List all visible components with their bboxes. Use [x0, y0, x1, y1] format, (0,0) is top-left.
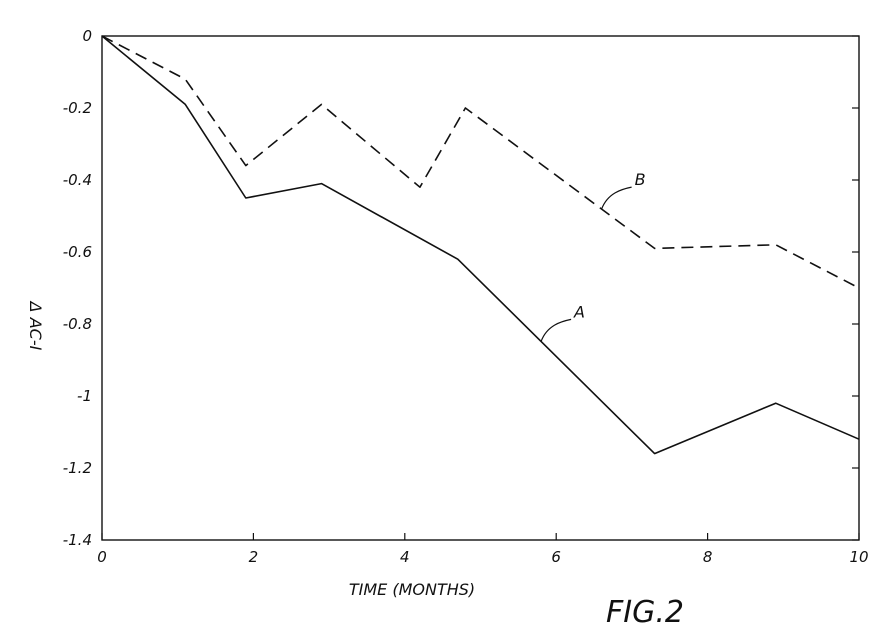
y-axis-title: Δ AC-I [26, 300, 45, 351]
y-tick-label: -0.6 [63, 243, 92, 261]
annotation-leader-a [541, 319, 571, 341]
x-axis-ticks: 0 2 4 6 8 10 [97, 533, 868, 566]
annotation-layer: AB [541, 170, 646, 341]
series-label-b: B [635, 170, 646, 189]
y-tick-label: -1.2 [63, 459, 92, 477]
x-axis-title: TIME (MONTHS) [349, 580, 475, 599]
y-axis-ticks: 0 -0.2 -0.4 -0.6 -0.8 -1 -1.2 -1.4 [63, 27, 859, 549]
x-tick-label: 6 [551, 548, 561, 566]
y-tick-label: -1.4 [63, 531, 92, 549]
series-line-b [102, 36, 859, 288]
y-tick-label: 0 [82, 27, 92, 45]
y-tick-label: -0.8 [63, 315, 92, 333]
plot-frame [102, 36, 859, 540]
y-tick-label: -0.4 [63, 171, 92, 189]
series-layer [102, 36, 859, 454]
x-tick-label: 8 [703, 548, 713, 566]
y-tick-label: -1 [77, 387, 92, 405]
y-tick-label: -0.2 [63, 99, 92, 117]
x-tick-label: 0 [97, 548, 107, 566]
x-tick-label: 10 [849, 548, 868, 566]
figure-label: FIG.2 [606, 595, 684, 630]
series-label-a: A [573, 302, 585, 321]
x-tick-label: 2 [249, 548, 259, 566]
series-line-a [102, 36, 859, 454]
annotation-leader-b [602, 187, 632, 209]
x-tick-label: 4 [400, 548, 410, 566]
